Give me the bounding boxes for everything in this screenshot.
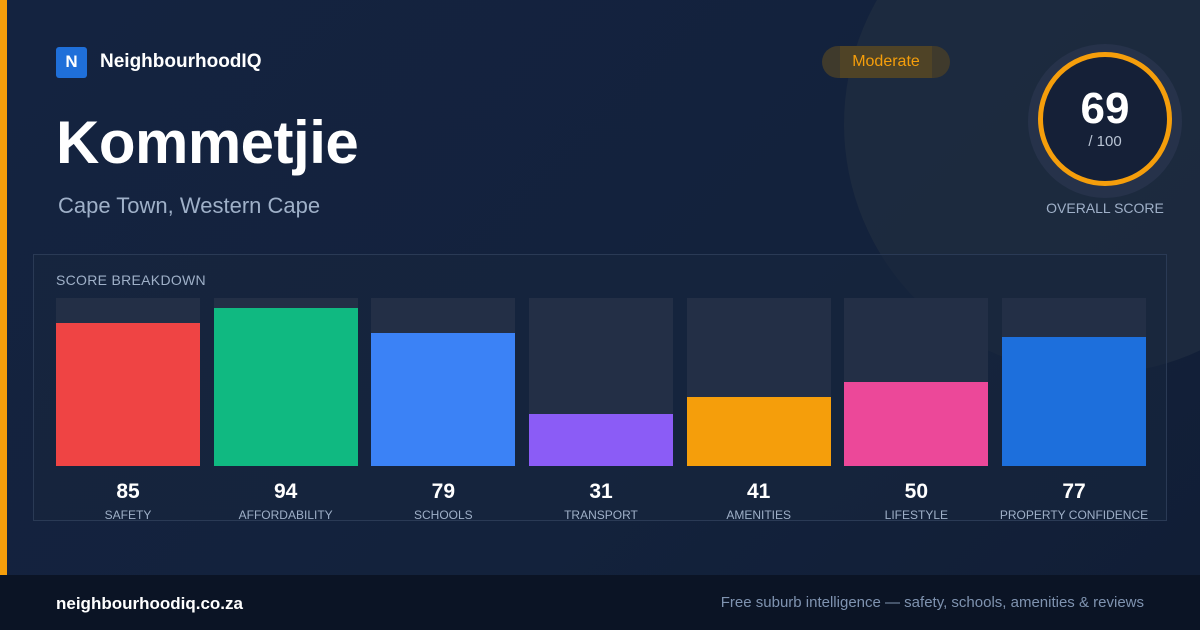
- bar-track-schools: [371, 298, 516, 466]
- bar-label-lifestyle: LIFESTYLE: [884, 508, 949, 522]
- bar-track-amenities: [686, 298, 831, 466]
- bar-label-amenities: AMENITIES: [726, 508, 792, 522]
- bar-track-lifestyle: [844, 298, 989, 466]
- bar-track-property-confidence: [1002, 298, 1147, 466]
- suburb-title: Kommetjie: [56, 109, 359, 176]
- brand-logo-icon: N: [56, 46, 87, 78]
- bar-label-safety: SAFETY: [104, 508, 152, 522]
- bar-label-transport: TRANSPORT: [564, 508, 638, 522]
- overall-score-max: / 100: [1088, 133, 1122, 150]
- bar-value-property-confidence: 77: [1062, 480, 1086, 503]
- bar-value-safety: 85: [116, 480, 140, 503]
- bar-lifestyle: [844, 382, 989, 466]
- suburb-location: Cape Town, Western Cape: [58, 193, 321, 218]
- bar-safety: [56, 323, 200, 466]
- brand: N NeighbourhoodIQ: [56, 46, 261, 78]
- bar-track-transport: [529, 298, 673, 466]
- bar-amenities: [686, 397, 831, 466]
- footer-url: neighbourhoodiq.co.za: [56, 594, 243, 613]
- rating-badge: Moderate: [822, 46, 950, 78]
- bar-value-amenities: 41: [746, 480, 771, 503]
- score-breakdown-title: SCORE BREAKDOWN: [56, 272, 206, 288]
- overall-score-value: 69: [1080, 84, 1130, 133]
- bar-transport: [529, 413, 673, 466]
- bar-value-affordability: 94: [273, 480, 298, 503]
- footer-tagline: Free suburb intelligence — safety, schoo…: [720, 594, 1144, 611]
- footer: neighbourhoodiq.co.za Free suburb intell…: [0, 575, 1200, 630]
- bar-value-lifestyle: 50: [904, 480, 929, 503]
- bar-label-schools: SCHOOLS: [413, 508, 473, 522]
- bar-track-affordability: [213, 298, 358, 466]
- bar-schools: [371, 333, 516, 466]
- brand-name: NeighbourhoodIQ: [100, 51, 262, 72]
- score-ring: [1038, 52, 1172, 186]
- bar-value-transport: 31: [589, 480, 613, 503]
- bar-track-safety: [56, 298, 200, 466]
- bar-value-schools: 79: [431, 480, 455, 503]
- bar-property-confidence: [1002, 336, 1147, 466]
- hero-card: N NeighbourhoodIQ Kommetjie Cape Town, W…: [0, 0, 1200, 575]
- bar-affordability: [213, 308, 358, 466]
- overall-score-label: OVERALL SCORE: [1046, 200, 1164, 216]
- rating-badge-label: Moderate: [852, 53, 920, 70]
- bar-label-property-confidence: PROPERTY CONFIDENCE: [999, 508, 1149, 522]
- bar-label-affordability: AFFORDABILITY: [238, 508, 333, 522]
- accent-bar: [0, 0, 7, 575]
